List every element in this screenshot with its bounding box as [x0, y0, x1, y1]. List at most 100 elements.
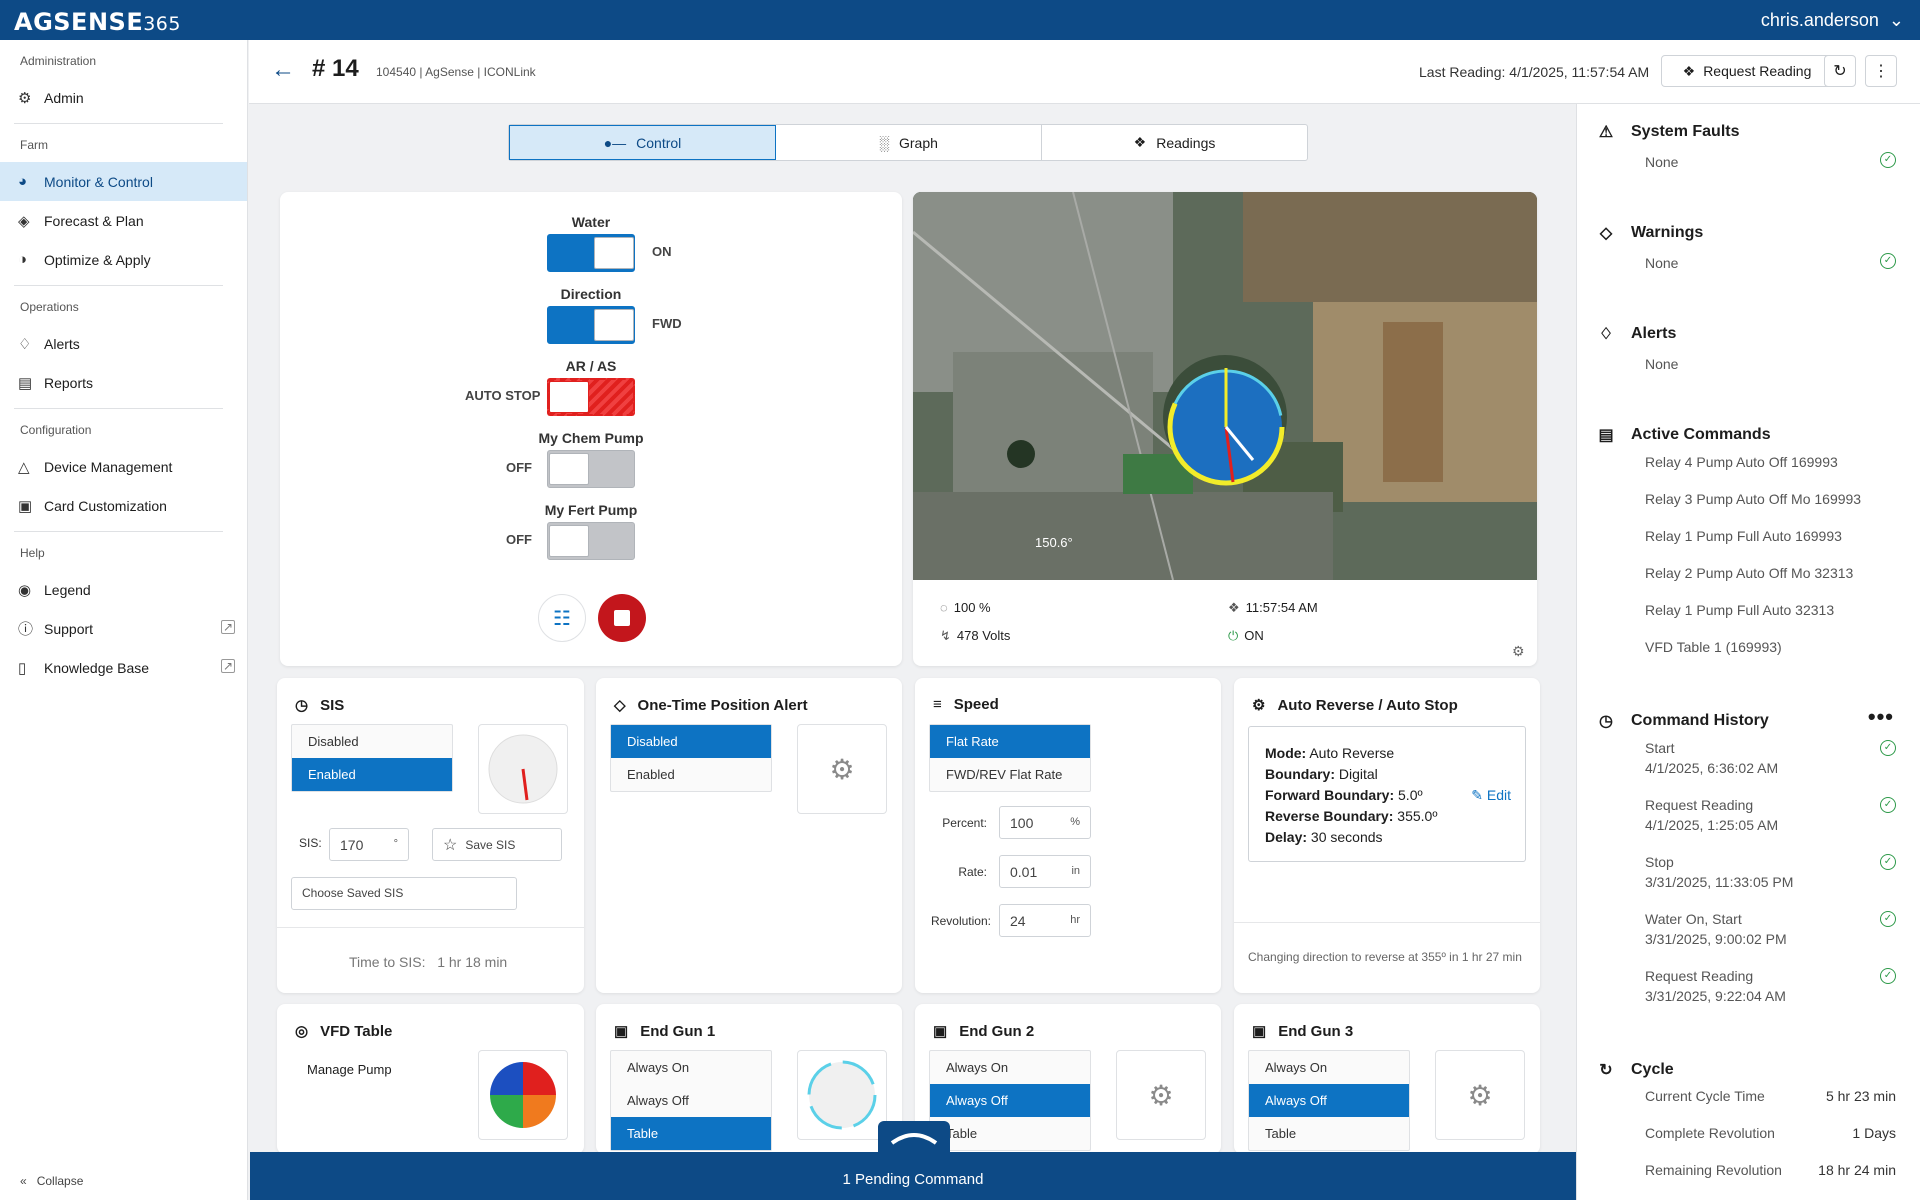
- sidebar-item-legend[interactable]: ◉ Legend: [18, 581, 91, 599]
- refresh-button[interactable]: ↻: [1824, 55, 1856, 87]
- user-menu[interactable]: chris.anderson ⌄: [1761, 10, 1904, 31]
- sidebar-item-optimize-apply[interactable]: ◑ Optimize & Apply: [18, 251, 151, 268]
- cycle-row: Remaining Revolution 18 hr 24 min: [1645, 1162, 1896, 1178]
- pending-command-bar[interactable]: 1 Pending Command: [250, 1152, 1576, 1200]
- revolution-label: Revolution:: [930, 914, 991, 928]
- sis-input[interactable]: 170 °: [329, 828, 409, 861]
- revolution-input[interactable]: 24 hr: [999, 904, 1091, 937]
- collapse-button[interactable]: « Collapse: [20, 1174, 84, 1188]
- sidebar-item-device-management[interactable]: △ Device Management: [18, 458, 173, 476]
- end-gun-3-table[interactable]: Table: [1265, 1126, 1297, 1141]
- gear-icon: ⚙: [1148, 1079, 1174, 1111]
- sidebar-item-support[interactable]: ⓘ Support ↗: [18, 620, 235, 638]
- stop-button[interactable]: [598, 594, 646, 642]
- rate-input[interactable]: 0.01 in: [999, 855, 1091, 888]
- optimize-icon: ◑: [18, 251, 28, 268]
- diamond-icon: ◇: [614, 697, 626, 714]
- schedule-button[interactable]: ☷: [538, 594, 586, 642]
- history-more-button[interactable]: •••: [1867, 704, 1894, 729]
- sis-option-disabled[interactable]: Disabled: [308, 734, 359, 749]
- end-gun-3-always-off[interactable]: Always Off: [1249, 1084, 1409, 1117]
- card-icon: ▣: [18, 497, 33, 515]
- sis-clock-icon: ◷: [295, 697, 309, 714]
- active-command-item: Relay 1 Pump Full Auto 32313: [1645, 602, 1835, 618]
- speed-option-fwd-rev[interactable]: FWD/REV Flat Rate: [946, 767, 1063, 782]
- time-to-sis-value: 1 hr 18 min: [437, 954, 508, 970]
- end-gun-3-settings-button[interactable]: ⚙: [1435, 1050, 1525, 1140]
- choose-saved-sis-select[interactable]: Choose Saved SIS: [291, 877, 517, 910]
- satellite-map[interactable]: 150.6°: [913, 192, 1537, 580]
- ar-as-toggle[interactable]: [547, 378, 635, 416]
- history-icon: ◷: [1599, 713, 1613, 730]
- forecast-icon: ◈: [18, 212, 30, 230]
- chem-pump-toggle[interactable]: [547, 450, 635, 488]
- bar-chart-icon: ░: [879, 134, 889, 151]
- request-reading-button[interactable]: ❖ Request Reading: [1661, 55, 1833, 87]
- stop-icon: [614, 610, 630, 626]
- alert-settings-button[interactable]: ⚙: [797, 724, 887, 814]
- command-history-title: Command History: [1631, 712, 1769, 729]
- end-gun-3-always-on[interactable]: Always On: [1265, 1060, 1328, 1075]
- position-alert-card: ◇ One-Time Position Alert Disabled Enable…: [596, 678, 902, 993]
- water-toggle[interactable]: [547, 234, 635, 272]
- star-icon: ☆: [443, 836, 458, 854]
- sidebar-item-forecast-plan[interactable]: ◈ Forecast & Plan: [18, 212, 144, 230]
- monitor-icon: ◕: [18, 173, 28, 190]
- app-logo[interactable]: AGSENSE365: [14, 8, 181, 36]
- speed-option-flat-rate[interactable]: Flat Rate: [930, 725, 1090, 758]
- direction-label: Direction: [560, 286, 622, 302]
- auto-reverse-icon: ⚙: [1252, 697, 1266, 714]
- history-item: Start 4/1/2025, 6:36:02 AM: [1645, 740, 1779, 776]
- sidebar: Administration ⚙ Admin Farm ◕ Monitor & Co…: [0, 40, 248, 1200]
- edit-link[interactable]: ✎ Edit: [1471, 787, 1511, 803]
- sidebar-item-monitor-control[interactable]: ◕ Monitor & Control: [0, 162, 247, 201]
- bell-icon: ♢: [1598, 326, 1614, 343]
- end-gun-2-always-on[interactable]: Always On: [946, 1060, 1009, 1075]
- direction-toggle[interactable]: [547, 306, 635, 344]
- save-sis-button[interactable]: ☆ Save SIS: [432, 828, 562, 861]
- fert-pump-label: My Fert Pump: [544, 502, 638, 518]
- alerts-value: None: [1645, 356, 1679, 372]
- check-circle-icon: ✓: [1880, 797, 1896, 813]
- sidebar-item-reports[interactable]: ▤ Reports: [18, 374, 94, 392]
- sidebar-section-label: Help: [20, 546, 45, 560]
- sis-option-enabled[interactable]: Enabled: [292, 758, 452, 791]
- sidebar-item-admin[interactable]: ⚙ Admin: [18, 89, 84, 107]
- active-command-item: Relay 3 Pump Auto Off Mo 169993: [1645, 491, 1862, 507]
- chem-pump-label: My Chem Pump: [538, 430, 644, 446]
- fert-pump-toggle[interactable]: [547, 522, 635, 560]
- map-settings-icon[interactable]: ⚙: [1512, 643, 1525, 659]
- active-command-item: VFD Table 1 (169993): [1645, 639, 1782, 655]
- end-gun-1-always-off[interactable]: Always Off: [627, 1093, 689, 1108]
- history-item: Request Reading 4/1/2025, 1:25:05 AM: [1645, 797, 1779, 833]
- alert-option-disabled[interactable]: Disabled: [611, 725, 771, 758]
- chevron-left-icon: «: [20, 1174, 27, 1188]
- end-gun-1-table[interactable]: Table: [611, 1117, 771, 1150]
- tab-graph[interactable]: ░ Graph: [776, 125, 1042, 160]
- check-circle-icon: ✓: [1880, 854, 1896, 870]
- sidebar-item-knowledge-base[interactable]: ▯ Knowledge Base ↗: [18, 659, 235, 677]
- sidebar-item-alerts[interactable]: ♢ Alerts: [18, 335, 80, 353]
- end-gun-2-settings-button[interactable]: ⚙: [1116, 1050, 1206, 1140]
- end-gun-1-dial-box: [797, 1050, 887, 1140]
- chem-pump-state: OFF: [506, 460, 532, 475]
- end-gun-2-always-off[interactable]: Always Off: [930, 1084, 1090, 1117]
- direction-state: FWD: [652, 316, 682, 331]
- more-options-button[interactable]: ⋮: [1865, 55, 1897, 87]
- end-gun-1-always-on[interactable]: Always On: [627, 1060, 690, 1075]
- end-gun-2-table[interactable]: Table: [946, 1126, 978, 1141]
- bell-icon: ♢: [18, 335, 32, 353]
- power-icon: ⏻: [1228, 628, 1239, 643]
- tab-readings[interactable]: ❖ Readings: [1133, 134, 1216, 151]
- vfd-chart-box: [478, 1050, 568, 1140]
- warning-diamond-icon: ◇: [1599, 225, 1613, 242]
- refresh-icon: ↻: [1833, 63, 1847, 80]
- tab-control[interactable]: ●― Control: [509, 125, 776, 160]
- percent-input[interactable]: 100%: [999, 806, 1091, 839]
- alert-option-enabled[interactable]: Enabled: [627, 767, 675, 782]
- sidebar-item-card-customization[interactable]: ▣ Card Customization: [18, 497, 167, 515]
- back-arrow-icon[interactable]: ←: [271, 56, 295, 83]
- manage-pump-link[interactable]: Manage Pump: [307, 1062, 392, 1077]
- sis-dial: [488, 734, 558, 804]
- check-circle-icon: ✓: [1880, 152, 1896, 168]
